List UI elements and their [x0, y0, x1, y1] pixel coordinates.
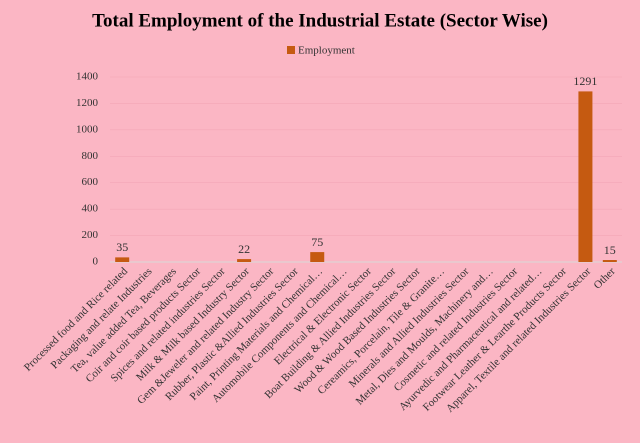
- y-tick-label: 1400: [76, 71, 99, 83]
- legend-label: Employment: [298, 45, 355, 57]
- data-label: 22: [238, 242, 250, 256]
- bar: [115, 257, 130, 262]
- bar: [578, 91, 593, 263]
- data-label: 1291: [573, 74, 597, 88]
- y-tick-label: 1000: [76, 123, 99, 135]
- y-tick-label: 400: [82, 203, 99, 215]
- y-tick-label: 600: [82, 176, 99, 188]
- data-label: 15: [604, 243, 616, 257]
- data-label: 75: [311, 235, 323, 249]
- bar: [602, 260, 617, 262]
- y-tick-label: 1200: [76, 97, 99, 109]
- y-tick-label: 800: [82, 150, 99, 162]
- x-tick-label: Other: [592, 265, 618, 291]
- y-tick-label: 0: [93, 256, 99, 268]
- chart-title: Total Employment of the Industrial Estat…: [92, 10, 548, 31]
- data-label: 35: [116, 240, 128, 254]
- legend-swatch: [287, 46, 295, 54]
- y-tick-label: 200: [82, 229, 99, 241]
- bar: [237, 259, 252, 262]
- bar: [310, 252, 325, 262]
